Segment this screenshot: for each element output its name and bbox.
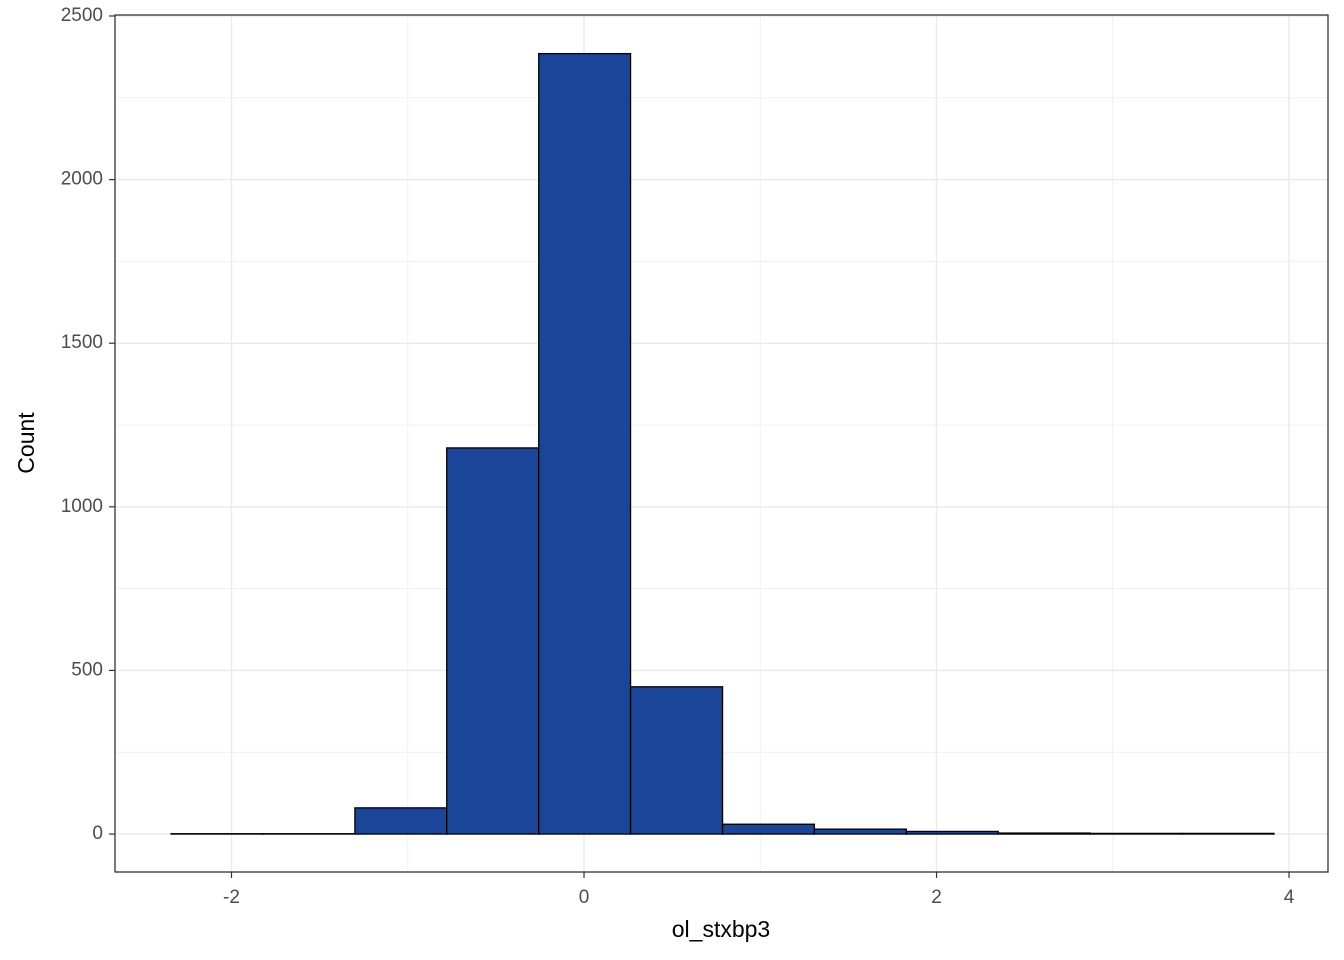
y-tick-label: 1000 (61, 496, 103, 517)
bar (813, 828, 908, 835)
bar (1089, 832, 1183, 835)
y-tick-label: 1500 (61, 332, 103, 353)
bar (997, 832, 1091, 835)
panel-border (114, 14, 1329, 873)
bar (721, 823, 816, 835)
x-tick-label: -2 (223, 887, 240, 908)
x-tick-label: 0 (579, 887, 590, 908)
bar (538, 52, 632, 835)
y-tick-label: 2500 (61, 5, 103, 26)
bar (905, 830, 999, 835)
y-tick-label: 0 (92, 823, 103, 844)
bar (446, 447, 540, 835)
bar (354, 807, 448, 835)
x-tick-label: 4 (1284, 887, 1295, 908)
bar (629, 686, 724, 835)
y-tick-label: 500 (71, 659, 103, 680)
x-tick-label: 2 (931, 887, 942, 908)
y-axis-title: Count (13, 412, 39, 474)
y-tick-label: 2000 (61, 169, 103, 190)
bar (1181, 832, 1275, 835)
x-axis-title: ol_stxbp3 (672, 916, 770, 942)
